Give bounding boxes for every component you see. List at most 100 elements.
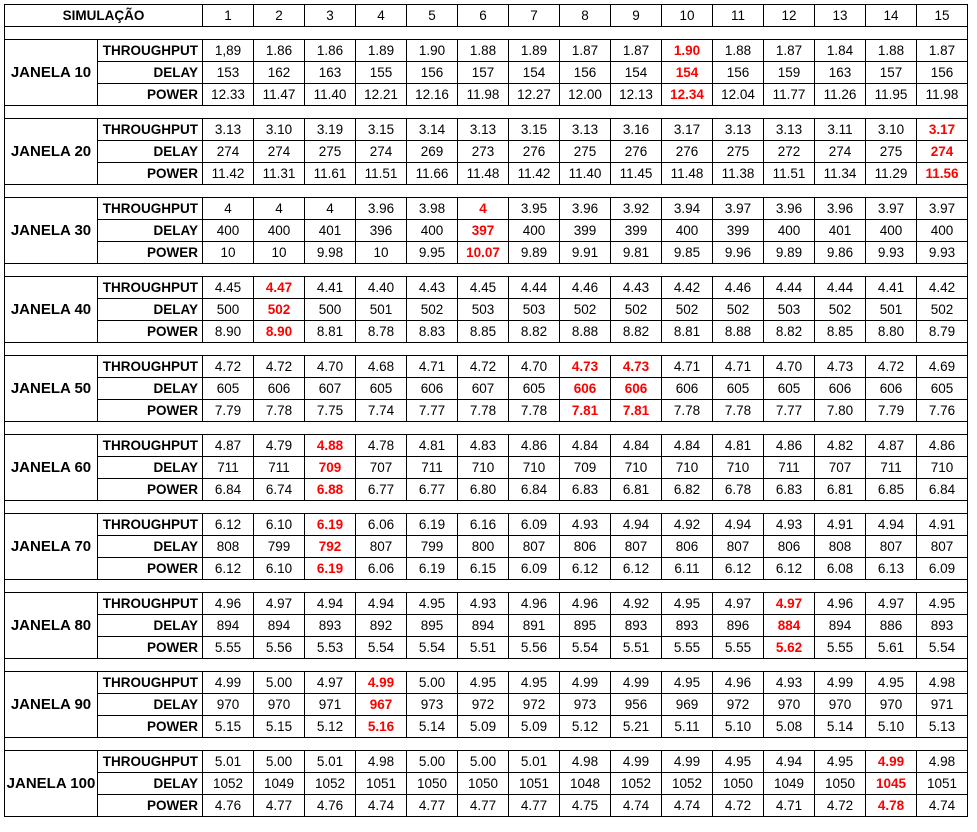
- value-cell: 7.75: [304, 399, 356, 422]
- value-cell: 8.85: [457, 320, 509, 343]
- table-row: POWER 11.42 11.31 11.61 11.51 11.66 11.48 11.42…: [5, 162, 968, 185]
- value-cell: 9.95: [406, 241, 458, 264]
- table-row: DELAY 1052 1049 1052 1051 1050 1050 1051 1048 105…: [5, 772, 968, 795]
- value-cell: 7.78: [712, 399, 764, 422]
- value-cell: 6.81: [814, 478, 866, 501]
- value-cell: 5.00: [253, 671, 305, 694]
- value-cell: 806: [661, 535, 713, 558]
- group-label: JANELA 80: [4, 592, 98, 659]
- value-cell: 3.15: [355, 118, 407, 141]
- metric-label: DELAY: [97, 219, 203, 242]
- value-cell: 3.97: [916, 197, 968, 220]
- value-cell: 400: [865, 219, 917, 242]
- value-cell: 4.95: [916, 592, 968, 615]
- value-cell: 3.92: [610, 197, 662, 220]
- value-cell: 4.73: [814, 355, 866, 378]
- spacer-row: [4, 263, 968, 277]
- value-cell: 7.80: [814, 399, 866, 422]
- value-cell: 6.11: [661, 557, 713, 580]
- group-label: JANELA 100: [4, 750, 98, 817]
- value-cell: 162: [253, 61, 305, 84]
- table-row: JANELA 50 THROUGHPUT 4.72 4.72 4.70 4.68 4.71 4…: [4, 355, 968, 422]
- value-cell: 501: [865, 298, 917, 321]
- value-cell: 4.74: [355, 794, 407, 817]
- value-cell: 6.85: [865, 478, 917, 501]
- value-cell: 7.81: [610, 399, 662, 422]
- value-cell: 971: [916, 693, 968, 716]
- value-cell: 275: [304, 140, 356, 163]
- value-cell: 4.96: [712, 671, 764, 694]
- value-cell: 4.71: [406, 355, 458, 378]
- value-cell: 1.89: [355, 39, 407, 62]
- value-cell: 1.89: [508, 39, 560, 62]
- value-cell: 5.09: [457, 715, 509, 738]
- value-cell: 4.99: [865, 750, 917, 773]
- value-cell: 4.97: [304, 671, 356, 694]
- value-cell: 892: [355, 614, 407, 637]
- table-row: DELAY 970 970 971 967 973 972 972 973 956 969 972 97…: [5, 693, 968, 716]
- metric-label: POWER: [97, 320, 203, 343]
- value-cell: 9.91: [559, 241, 611, 264]
- value-cell: 272: [763, 140, 815, 163]
- column-header: 3: [304, 4, 356, 27]
- value-cell: 807: [508, 535, 560, 558]
- value-cell: 5.54: [406, 636, 458, 659]
- value-cell: 4.76: [304, 794, 356, 817]
- value-cell: 4.72: [712, 794, 764, 817]
- value-cell: 4.45: [202, 276, 254, 299]
- value-cell: 503: [508, 298, 560, 321]
- value-cell: 4.88: [304, 434, 356, 457]
- value-cell: 9.96: [712, 241, 764, 264]
- value-cell: 3.10: [253, 118, 305, 141]
- value-cell: 154: [508, 61, 560, 84]
- table-row: JANELA 70 THROUGHPUT 6.12 6.10 6.19 6.06 6.19 6…: [4, 513, 968, 580]
- value-cell: 6.83: [559, 478, 611, 501]
- value-cell: 4.98: [916, 750, 968, 773]
- value-cell: 893: [610, 614, 662, 637]
- value-cell: 711: [763, 456, 815, 479]
- value-cell: 4.94: [712, 513, 764, 536]
- value-cell: 808: [814, 535, 866, 558]
- value-cell: 1.88: [865, 39, 917, 62]
- spacer-cell: [4, 26, 968, 40]
- value-cell: 4.95: [406, 592, 458, 615]
- table-row: POWER 8.90 8.90 8.81 8.78 8.83 8.85 8.82 8.88 8.8…: [5, 320, 968, 343]
- value-cell: 502: [661, 298, 713, 321]
- value-cell: 4.81: [712, 434, 764, 457]
- value-cell: 11.45: [610, 162, 662, 185]
- value-cell: 3.15: [508, 118, 560, 141]
- value-cell: 6.74: [253, 478, 305, 501]
- value-cell: 4.94: [304, 592, 356, 615]
- value-cell: 4.44: [763, 276, 815, 299]
- value-cell: 11.66: [406, 162, 458, 185]
- value-cell: 4.94: [355, 592, 407, 615]
- metric-label: DELAY: [97, 298, 203, 321]
- value-cell: 4.44: [814, 276, 866, 299]
- value-cell: 4.95: [457, 671, 509, 694]
- value-cell: 3.17: [916, 118, 968, 141]
- value-cell: 894: [253, 614, 305, 637]
- value-cell: 4.91: [916, 513, 968, 536]
- value-cell: 4.91: [814, 513, 866, 536]
- metric-label: POWER: [97, 399, 203, 422]
- spacer-cell: [4, 184, 968, 198]
- value-cell: 894: [457, 614, 509, 637]
- value-cell: 1052: [202, 772, 254, 795]
- spacer-row: [4, 26, 968, 40]
- value-cell: 4.72: [814, 794, 866, 817]
- value-cell: 9.98: [304, 241, 356, 264]
- value-cell: 4.96: [814, 592, 866, 615]
- value-cell: 6.12: [763, 557, 815, 580]
- value-cell: 6.06: [355, 513, 407, 536]
- value-cell: 5.62: [763, 636, 815, 659]
- value-cell: 5.00: [406, 750, 458, 773]
- value-cell: 401: [814, 219, 866, 242]
- value-cell: 4.42: [916, 276, 968, 299]
- value-cell: 502: [559, 298, 611, 321]
- value-cell: 11.77: [763, 83, 815, 106]
- value-cell: 5.54: [355, 636, 407, 659]
- value-cell: 5.01: [202, 750, 254, 773]
- value-cell: 4.78: [865, 794, 917, 817]
- simulation-header: SIMULAÇÃO: [4, 4, 203, 27]
- group-label: JANELA 10: [4, 39, 98, 106]
